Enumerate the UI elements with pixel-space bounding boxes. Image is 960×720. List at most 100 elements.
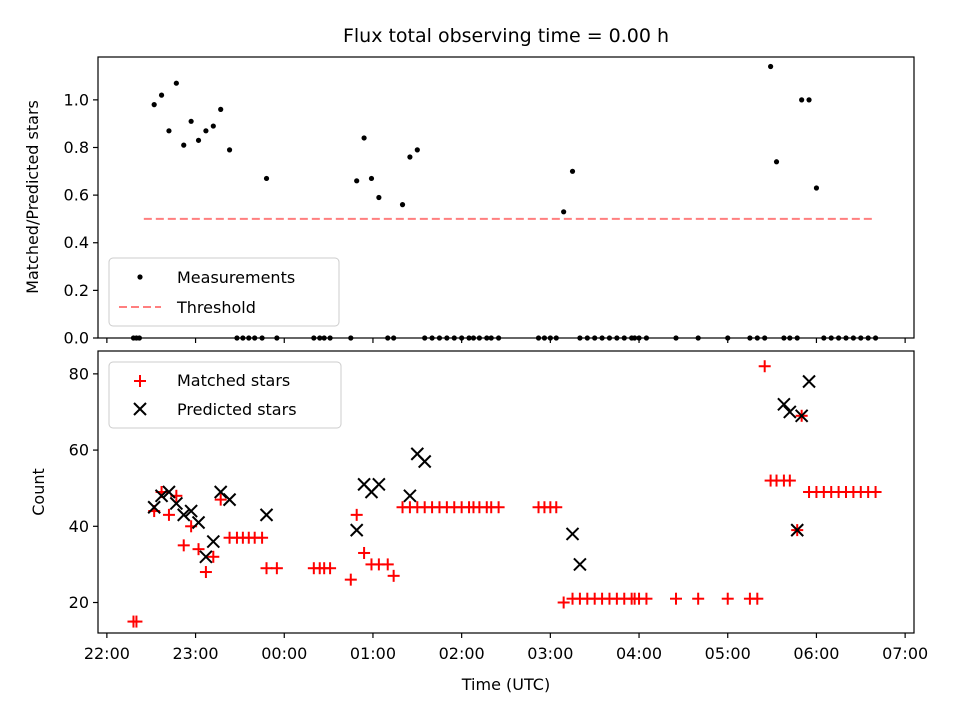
matched-star-point [344,573,357,586]
x-tick-label: 04:00 [616,644,662,663]
measurement-point [151,102,157,108]
measurement-point [773,159,780,165]
matched-star-point [214,493,227,506]
top-legend: Measurements Threshold [108,257,340,327]
predicted-star-point [794,409,809,423]
measurement-point [376,194,382,201]
top-y-axis: 0.0 0.2 0.4 0.6 0.8 1.0 [64,90,98,348]
top-panel: 0.0 0.2 0.4 0.6 0.8 1.0 Matched/Predicted sta… [23,56,915,348]
matched-star-point [721,592,734,605]
measurement-point [166,128,172,134]
top-x-ticks [106,338,906,343]
matched-star-point [869,486,882,498]
measurement-point [806,97,812,103]
top-y-tick-label: 0.4 [64,233,89,252]
predicted-star-point [802,374,816,389]
x-tick-label: 01:00 [350,644,396,663]
legend-matched-label: Matched stars [177,371,290,390]
bottom-y-tick-label: 40 [69,517,89,536]
matched-star-point [758,360,771,373]
measurement-point [158,92,165,98]
measurement-point [218,106,224,112]
bottom-panel: 20 40 60 80 22:00 23:00 00:00 01:00 02:00 03:00 0… [29,350,928,694]
matched-star-point [358,546,371,559]
bottom-x-axis: 22:00 23:00 00:00 01:00 02:00 03:00 04:00 05:00… [84,633,928,663]
bottom-y-axis-label: Count [29,468,48,516]
predicted-star-point [147,500,161,514]
predicted-star-point [777,397,791,412]
x-tick-label: 03:00 [527,644,573,663]
predicted-star-point [206,534,221,549]
measurement-point [226,147,233,153]
matched-star-point [387,569,400,582]
top-y-tick-label: 1.0 [64,90,89,109]
x-axis-label: Time (UTC) [461,675,550,694]
matched-star-point [256,531,269,544]
top-y-tick-label: 0.6 [64,186,89,205]
legend-matched-marker [134,375,146,387]
measurement-point [195,137,202,143]
x-tick-label: 23:00 [173,644,219,663]
bottom-y-tick-label: 20 [69,593,89,612]
matched-star-point [381,558,394,571]
matched-star-point [692,592,705,605]
predicted-star-point [783,405,797,419]
measurement-point [181,142,187,148]
measurement-point [263,175,270,182]
predicted-star-point [154,489,169,503]
measurement-point [368,175,375,182]
top-legend-frame [108,257,340,327]
predicted-star-point [403,489,417,503]
top-y-tick-label: 0.8 [64,138,89,157]
top-y-tick-label: 0.0 [64,329,89,348]
bottom-y-tick-label: 80 [69,364,89,383]
x-tick-label: 22:00 [84,644,130,663]
top-plot-frame [97,56,915,339]
predicted-star-point [790,523,804,537]
predicted-star-point [177,508,191,522]
matched-star-point [192,543,205,556]
bottom-legend: Matched stars Predicted stars [108,361,342,429]
matched-star-point [550,501,563,514]
matched-star-point [492,501,505,514]
x-tick-label: 07:00 [882,644,928,663]
matched-star-point [557,596,570,609]
count-points [127,360,882,628]
matched-star-point [199,566,212,579]
measurement-point [813,185,820,191]
measurement-point [188,118,194,124]
measurement-point [173,80,179,86]
measurement-point [799,97,805,103]
matched-star-point [783,474,796,487]
measurement-point [407,154,413,160]
measurement-point [361,135,367,141]
x-tick-label: 06:00 [793,644,839,663]
legend-measurements-marker [137,274,143,280]
predicted-star-point [222,492,237,507]
matched-star-point [177,539,190,552]
bottom-y-tick-label: 60 [69,441,89,460]
legend-threshold-label: Threshold [176,298,256,317]
matched-star-point [260,562,273,575]
legend-predicted-marker [133,402,147,416]
bottom-y-axis: 20 40 60 80 [69,364,98,612]
predicted-star-point [573,557,587,572]
predicted-star-point [169,496,184,511]
legend-measurements-label: Measurements [177,268,295,287]
measurement-point [414,147,420,153]
predicted-star-point [372,477,386,492]
measurement-point [354,178,360,184]
matched-star-point [130,615,143,628]
matched-star-point [207,550,220,563]
chart-title: Flux total observing time = 0.00 h [343,25,669,47]
x-tick-label: 00:00 [261,644,307,663]
predicted-star-point [199,550,213,564]
x-tick-label: 05:00 [705,644,751,663]
matched-star-point [640,592,653,605]
bottom-legend-frame [108,361,342,429]
predicted-star-point [565,527,580,541]
matched-star-point [270,562,283,575]
predicted-star-point [162,485,176,499]
